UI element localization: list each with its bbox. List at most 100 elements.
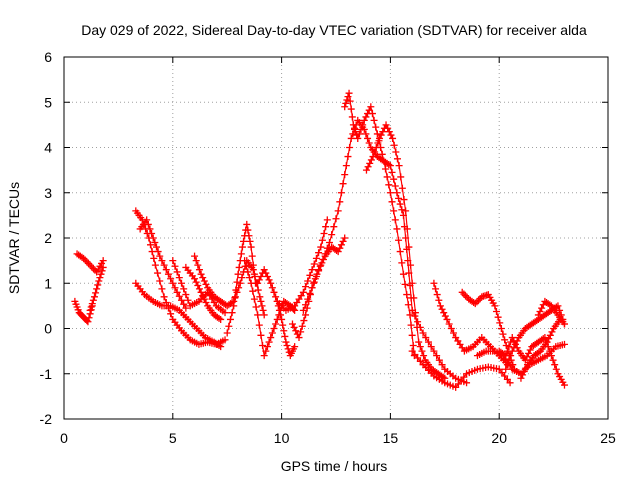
data-point: [560, 381, 568, 389]
data-point: [346, 97, 354, 105]
data-point: [384, 124, 392, 132]
data-point: [355, 130, 363, 138]
data-point: [349, 121, 357, 129]
data-point: [406, 311, 414, 319]
data-point: [385, 160, 393, 168]
data-point: [95, 277, 103, 285]
data-point: [404, 301, 412, 309]
data-point: [150, 254, 158, 262]
data-point: [447, 325, 455, 332]
data-point: [299, 288, 307, 296]
data-point: [148, 248, 156, 256]
series-arc-10: [223, 220, 259, 337]
data-point: [247, 279, 255, 287]
data-point: [491, 302, 499, 310]
data-point: [236, 279, 244, 287]
data-point: [546, 347, 554, 355]
data-point: [405, 243, 413, 251]
data-point: [154, 269, 162, 277]
data-point: [350, 124, 358, 132]
data-point: [260, 352, 268, 360]
data-point: [167, 310, 175, 318]
data-point: [195, 285, 203, 293]
data-point: [96, 274, 104, 282]
data-point: [517, 374, 525, 382]
data-point: [341, 103, 349, 111]
data-point: [194, 261, 202, 269]
x-tick-label: 25: [600, 430, 616, 446]
data-point: [492, 308, 500, 316]
data-point: [184, 296, 192, 304]
y-tick-label: 6: [44, 49, 52, 65]
data-point: [315, 267, 323, 275]
data-point: [171, 262, 179, 270]
data-point: [382, 165, 390, 173]
data-point: [341, 171, 349, 179]
chart-title: Day 029 of 2022, Sidereal Day-to-day VTE…: [81, 22, 587, 38]
data-point: [398, 184, 406, 192]
data-point: [148, 229, 156, 237]
data-point: [409, 341, 417, 349]
data-point: [255, 321, 263, 329]
data-point: [288, 320, 296, 328]
data-point: [523, 353, 531, 361]
data-point: [280, 327, 288, 335]
data-point: [85, 314, 93, 322]
data-point: [308, 266, 316, 274]
data-point: [299, 306, 307, 314]
data-point: [149, 234, 157, 242]
y-tick-labels: -2 -1 0 1 2 3 4 5 6: [40, 49, 53, 427]
data-point: [395, 162, 403, 170]
data-point: [291, 343, 299, 351]
data-point: [328, 231, 336, 239]
data-point: [416, 323, 424, 331]
y-tick-label: 4: [44, 140, 52, 156]
data-point: [398, 259, 406, 267]
data-point: [386, 189, 394, 197]
data-point: [317, 243, 325, 251]
data-point: [508, 334, 516, 342]
data-point: [342, 162, 350, 170]
series-group: [71, 89, 568, 391]
data-point: [362, 130, 370, 138]
data-point: [402, 207, 410, 215]
data-point: [408, 306, 416, 314]
data-point: [420, 352, 428, 360]
data-point: [416, 343, 424, 351]
data-point: [254, 286, 262, 294]
data-point: [368, 110, 376, 118]
data-point: [436, 302, 444, 310]
data-point: [200, 295, 208, 303]
data-point: [408, 331, 416, 339]
data-point: [87, 303, 95, 311]
data-point: [246, 237, 254, 245]
data-point: [259, 341, 267, 349]
data-point: [347, 134, 355, 142]
series-arc-5: [132, 279, 225, 351]
data-point: [560, 320, 568, 328]
data-point: [234, 270, 242, 278]
data-point: [97, 270, 105, 278]
data-point: [226, 315, 234, 323]
data-point: [256, 293, 264, 301]
data-point: [258, 302, 266, 310]
data-point: [255, 276, 263, 284]
data-point: [244, 226, 252, 234]
data-point: [252, 303, 260, 311]
data-point: [99, 263, 107, 271]
x-tick-label: 5: [169, 430, 177, 446]
data-point: [546, 301, 554, 309]
data-point: [318, 236, 326, 244]
grid: [64, 57, 608, 419]
data-point: [143, 216, 151, 224]
data-point: [336, 244, 344, 252]
data-point: [382, 121, 390, 129]
data-point: [93, 285, 101, 293]
data-point: [321, 250, 329, 258]
data-point: [217, 343, 225, 351]
data-point: [441, 312, 449, 320]
data-point: [359, 121, 367, 129]
data-point: [323, 244, 331, 252]
data-point: [98, 267, 106, 275]
data-point: [238, 243, 246, 251]
